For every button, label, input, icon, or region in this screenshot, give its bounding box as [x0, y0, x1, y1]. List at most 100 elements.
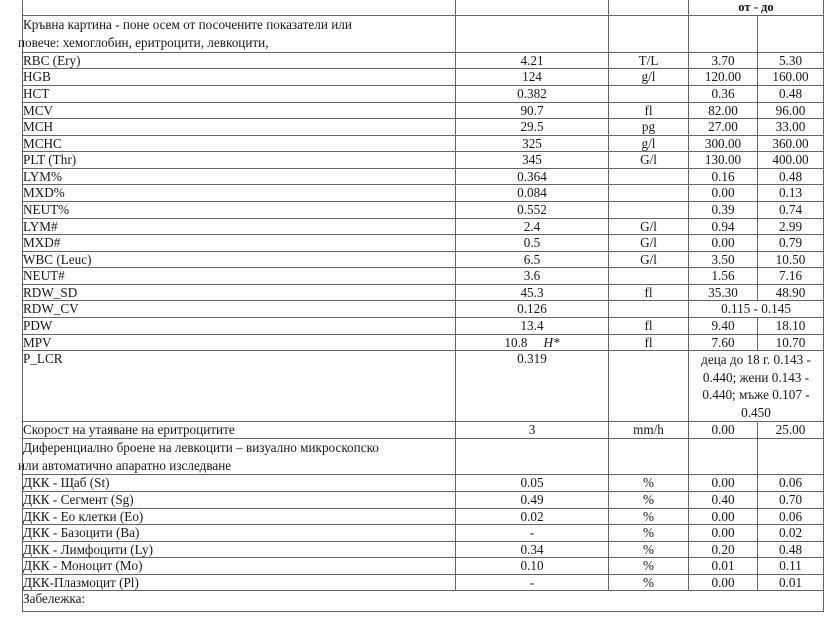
table-row: MCH 29.5 pg 27.00 33.00 [22, 118, 824, 136]
reference-to-cell: 18.10 [757, 317, 824, 335]
units-cell: g/l [608, 68, 689, 86]
test-name-cell: ДКК - Щаб (St) [22, 474, 456, 492]
table-row: MXD% 0.084 0.00 0.13 [22, 184, 824, 202]
header-row: Име на тест (изследване) Резултат Единиц… [22, 0, 824, 17]
units-cell [608, 167, 689, 186]
test-name-cell: MCV [22, 101, 456, 120]
table-row: RDW_SD 45.3 fl 35.30 48.90 [22, 283, 824, 302]
reference-from-cell: 9.40 [688, 317, 758, 335]
reference-from-cell: 0.00 [688, 421, 758, 439]
reference-from-cell: 300.00 [688, 134, 758, 153]
section-title-line-2: повече: хемоглобин, еритроцити, левкоцит… [18, 35, 269, 51]
units-cell: % [608, 507, 689, 526]
reference-to-cell: 0.48 [757, 167, 824, 186]
units-cell: fl [608, 101, 689, 120]
reference-from-cell: 0.94 [688, 217, 758, 236]
units-cell: % [608, 540, 689, 559]
footer-row: Забележка: [22, 590, 824, 613]
reference-from-cell: 0.20 [688, 540, 758, 559]
reference-to-cell: 400.00 [757, 151, 824, 169]
result-cell: 4.21 [455, 51, 609, 70]
table-row: HCT 0.382 0.36 0.48 [22, 84, 824, 103]
column-header-test-name: Име на тест (изследване) [22, 0, 456, 17]
result-cell: 124 [455, 68, 609, 86]
units-cell: % [608, 557, 689, 575]
test-name-cell: LYM# [22, 217, 456, 236]
section-empty-from [688, 437, 758, 476]
result-cell: 3 [455, 421, 609, 439]
test-name-cell: HGB [22, 68, 456, 86]
test-name-cell: P_LCR [22, 350, 456, 423]
table-row: PLT (Thr) 345 G/l 130.00 400.00 [22, 151, 824, 169]
reference-from-cell: 0.01 [688, 557, 758, 575]
reference-from-cell: 130.00 [688, 151, 758, 169]
table-row: ДКК - Щаб (St) 0.05% 0.00 0.06 [22, 474, 824, 492]
units-cell [608, 84, 689, 103]
result-cell: - [455, 573, 609, 592]
result-cell: 0.05 [455, 474, 609, 492]
reference-to-cell: 96.00 [757, 101, 824, 120]
table-row: ДКК - Базоцити (Ba) -% 0.00 0.02 [22, 524, 824, 542]
units-cell: fl [608, 333, 689, 352]
reference-to-cell: 0.01 [757, 573, 824, 592]
result-cell: 0.5 [455, 234, 609, 252]
reference-to-cell: 0.74 [757, 201, 824, 219]
reference-to-cell: 0.79 [757, 234, 824, 252]
table-row: LYM% 0.364 0.16 0.48 [22, 167, 824, 186]
units-cell: % [608, 573, 689, 592]
units-cell: % [608, 490, 689, 509]
section-empty-to [757, 437, 824, 476]
reference-from-cell: 0.40 [688, 490, 758, 509]
units-cell: % [608, 474, 689, 492]
test-name-cell: ДКК - Моноцит (Mo) [22, 557, 456, 575]
result-cell: 0.084 [455, 184, 609, 202]
test-name-cell: MXD# [22, 234, 456, 252]
table-body: Кръвна картина - поне осем от посочените… [18, 15, 824, 613]
reference-to-cell: 2.99 [757, 217, 824, 236]
units-cell: mm/h [608, 421, 689, 439]
test-name-cell: WBC (Leuc) [22, 250, 456, 269]
test-name-cell: ДКК-Плазмоцит (Pl) [22, 573, 456, 592]
test-name-cell: ДКК - Сегмент (Sg) [22, 490, 456, 509]
units-cell: G/l [608, 151, 689, 169]
reference-to-cell: 360.00 [757, 134, 824, 153]
reference-from-cell: 0.00 [688, 234, 758, 252]
table-row: RBC (Ery) 4.21 T/L 3.70 5.30 [22, 51, 824, 70]
reference-from-cell: 0.39 [688, 201, 758, 219]
result-cell: 0.02 [455, 507, 609, 526]
reference-to-cell: 48.90 [757, 283, 824, 302]
reference-to-cell: 0.13 [757, 184, 824, 202]
result-cell: 0.34 [455, 540, 609, 559]
column-header-result: Резултат [455, 0, 609, 17]
section-title-line-1: Кръвна картина - поне осем от посочените… [23, 17, 352, 33]
reference-to-cell: 0.02 [757, 524, 824, 542]
table-row: MCHC 325 g/l 300.00 360.00 [22, 134, 824, 153]
reference-from-cell: 0.36 [688, 84, 758, 103]
result-cell: 0.126 [455, 300, 609, 319]
result-cell: - [455, 524, 609, 542]
units-cell [608, 184, 689, 202]
reference-to-cell: 0.48 [757, 540, 824, 559]
reference-from-cell: 0.16 [688, 167, 758, 186]
reference-from-cell: 1.56 [688, 267, 758, 285]
reference-from-cell: 0.00 [688, 507, 758, 526]
test-name-cell: RDW_SD [22, 283, 456, 302]
table-row: MPV 10.8 H* fl 7.60 10.70 [22, 333, 824, 352]
reference-from-cell: 7.60 [688, 333, 758, 352]
units-cell: G/l [608, 250, 689, 269]
section-title-line-2: или автоматично апаратно изследване [18, 457, 232, 473]
test-name-cell: NEUT# [22, 267, 456, 285]
units-cell: fl [608, 317, 689, 335]
table-row: NEUT% 0.552 0.39 0.74 [22, 201, 824, 219]
column-header-reference-range: Рефер.граници от - до [688, 0, 824, 17]
reference-from-cell: 0.00 [688, 573, 758, 592]
section-empty-units [608, 15, 689, 53]
reference-from-cell: 0.00 [688, 184, 758, 202]
reference-to-cell: 10.70 [757, 333, 824, 352]
table-row: PDW 13.4 fl 9.40 18.10 [22, 317, 824, 335]
result-cell: 0.10 [455, 557, 609, 575]
result-cell: 345 [455, 151, 609, 169]
abnormal-flag: H* [543, 334, 560, 350]
reference-from-cell: 3.70 [688, 51, 758, 70]
table-row: MXD# 0.5 G/l 0.00 0.79 [22, 234, 824, 252]
